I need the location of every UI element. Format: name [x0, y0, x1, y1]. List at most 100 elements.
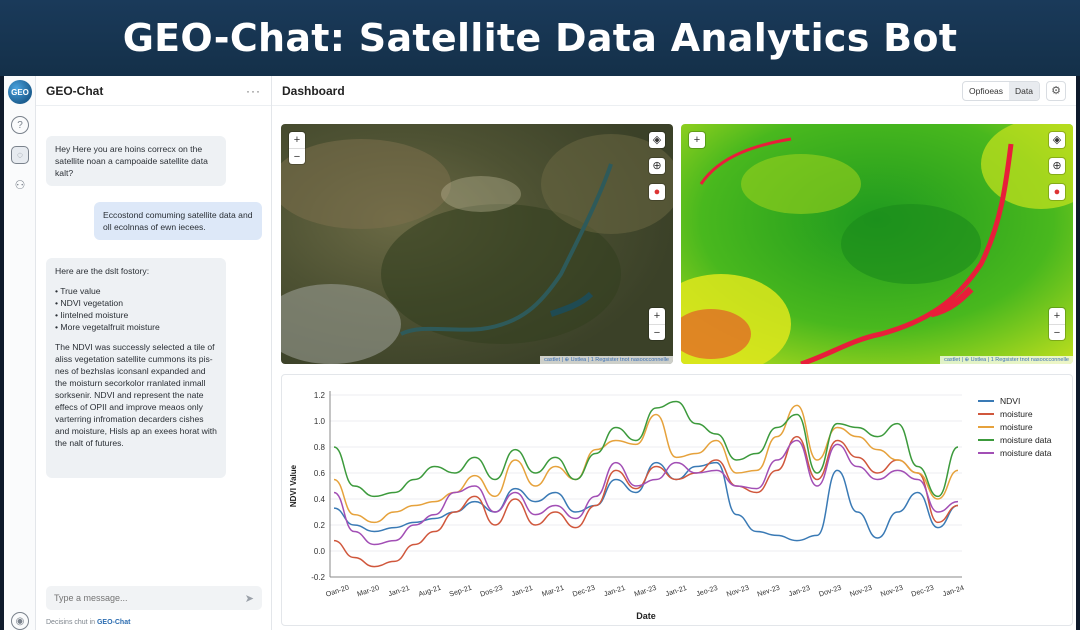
data-tab[interactable]: Data	[1009, 81, 1039, 100]
view-toggle: Opfioeas Data ⚙	[962, 80, 1066, 101]
x-tick-label: Nev-23	[756, 583, 781, 599]
footer-brand[interactable]: GEO-Chat	[96, 619, 131, 626]
x-tick-label: Dov-23	[818, 583, 843, 599]
app-window: GEO ? ◌ ⚇ ◉ GEO-Chat ··· Hey Here you ar…	[4, 76, 1076, 630]
series-line	[333, 435, 959, 568]
options-tab[interactable]: Opfioeas	[969, 85, 1004, 96]
map-attribution: castlet | ⊕ Ustlea | 1 Regsister tnot na…	[540, 356, 673, 364]
x-axis-label: Date	[636, 611, 656, 621]
x-tick-label: Mar-20	[356, 583, 380, 599]
footer-prefix: Decisins chut in	[46, 619, 96, 626]
more-options-icon[interactable]: ···	[246, 83, 261, 98]
message-input[interactable]	[54, 593, 245, 603]
chat-panel: GEO-Chat ··· Hey Here you are hoins corr…	[36, 76, 272, 630]
help-icon[interactable]: ?	[11, 116, 29, 134]
ndvi-image	[681, 124, 1073, 364]
legend-label: moisture	[1000, 409, 1033, 419]
geo-logo[interactable]: GEO	[8, 80, 32, 104]
banner-title: GEO-Chat: Satellite Data Analytics Bot	[122, 16, 958, 60]
x-tick-label: Aug-21	[417, 583, 442, 599]
dashboard-title: Dashboard	[282, 83, 345, 98]
zoom-controls-lower: + −	[649, 308, 665, 340]
y-tick-label: 1.0	[314, 417, 326, 426]
x-tick-label: Sep-21	[448, 583, 473, 599]
pin-icon[interactable]: ●	[649, 184, 665, 200]
zoom-in-button[interactable]: +	[1053, 310, 1061, 322]
zoom-out-button[interactable]: −	[1049, 324, 1065, 340]
x-tick-label: Jan-21	[387, 583, 411, 598]
chat-title: GEO-Chat	[46, 83, 104, 98]
globe-icon[interactable]: ⊕	[1049, 158, 1065, 174]
settings-gear-icon[interactable]: ⚙	[1046, 80, 1066, 101]
ndvi-chart: 1.2 1.0 0.8 0.6 0.4 0.2 0.0 -0.2 Oan-20 Mar-20 Jan…	[281, 374, 1073, 626]
pin-icon[interactable]: ●	[1049, 184, 1065, 200]
dataset-list: True value NDVI vegetation Iintelned moi…	[55, 285, 217, 333]
y-tick-label: 0.6	[314, 469, 326, 478]
x-tick-label: Mar-23	[633, 583, 657, 599]
y-tick-label: 0.0	[314, 547, 326, 556]
legend-label: NDVI	[1000, 396, 1020, 406]
chat-header: GEO-Chat ···	[36, 76, 271, 106]
layers-icon[interactable]: ◈	[649, 132, 665, 148]
series-line	[333, 439, 959, 546]
y-axis-label: NDVI Value	[289, 464, 298, 507]
chat-footer: Decisins chut in GEO-Chat	[46, 619, 130, 626]
account-icon[interactable]: ◉	[11, 612, 29, 630]
y-tick-label: 0.8	[314, 443, 326, 452]
series-line	[333, 461, 959, 542]
x-tick-label: Jan-24	[941, 583, 965, 598]
zoom-out-button[interactable]: −	[649, 324, 665, 340]
list-item: True value	[55, 285, 217, 297]
zoom-controls-lower: + −	[1049, 308, 1065, 340]
ndvi-map[interactable]: + ◈ ⊕ ● + − castlet | ⊕ Ustlea | 1 Regsi…	[681, 124, 1073, 364]
globe-icon[interactable]: ⊕	[649, 158, 665, 174]
presentation-banner: GEO-Chat: Satellite Data Analytics Bot	[0, 0, 1080, 76]
bot-message-intro: Here are the dslt fostory:	[55, 266, 150, 276]
legend-label: moisture data	[1000, 448, 1052, 458]
x-tick-label: Jan-21	[664, 583, 688, 598]
zoom-in-button[interactable]: +	[653, 310, 661, 322]
user-message: Eccostond comuming satellite data and ol…	[94, 202, 262, 240]
y-tick-label: 1.2	[314, 391, 326, 400]
message-input-box[interactable]: ➤	[46, 586, 262, 610]
send-icon[interactable]: ➤	[244, 592, 254, 605]
dashboard-header: Dashboard Opfioeas Data ⚙	[272, 76, 1076, 106]
y-tick-label: 0.2	[314, 521, 326, 530]
zoom-in-button[interactable]: +	[293, 134, 301, 146]
bot-message: Hey Here you are hoins correcx on the sa…	[46, 136, 226, 186]
bot-message-body: The NDVI was successly selected a tile o…	[55, 342, 217, 448]
dashboard-panel: Dashboard Opfioeas Data ⚙	[272, 76, 1076, 630]
x-tick-label: Nov-23	[879, 583, 904, 599]
zoom-out-button[interactable]: −	[289, 148, 305, 164]
x-tick-label: Nov-23	[725, 583, 750, 599]
x-tick-label: Nov-23	[848, 583, 873, 599]
legend-label: moisture data	[1000, 435, 1052, 445]
y-tick-label: 0.4	[314, 495, 326, 504]
x-tick-label: Jan-21	[510, 583, 534, 598]
x-tick-label: Oan-20	[324, 583, 350, 599]
x-tick-label: Mar-21	[541, 583, 565, 599]
bot-message: Here are the dslt fostory: True value ND…	[46, 258, 226, 478]
x-tick-label: Dec-23	[910, 583, 935, 599]
chat-icon[interactable]: ◌	[11, 146, 29, 164]
x-tick-label: Dec-23	[571, 583, 596, 599]
x-tick-label: Jan-21	[603, 583, 627, 598]
segmented-control: Opfioeas Data	[962, 80, 1040, 101]
satellite-image	[281, 124, 673, 364]
zoom-in-button[interactable]: +	[689, 132, 705, 148]
users-icon[interactable]: ⚇	[14, 178, 26, 192]
icon-rail: GEO ? ◌ ⚇ ◉	[4, 76, 36, 630]
layers-icon[interactable]: ◈	[1049, 132, 1065, 148]
x-tick-label: Jeo-23	[695, 583, 719, 598]
legend-label: moisture	[1000, 422, 1033, 432]
list-item: Iintelned moisture	[55, 309, 217, 321]
true-color-map[interactable]: + − ◈ ⊕ ● + − castlet | ⊕ Ustlea | 1 Reg…	[281, 124, 673, 364]
list-item: NDVI vegetation	[55, 297, 217, 309]
y-tick-label: -0.2	[311, 573, 325, 582]
series-line	[333, 404, 959, 524]
map-attribution: castlet | ⊕ Ustlea | 1 Regsister tnot na…	[940, 356, 1073, 364]
series-line	[333, 400, 959, 498]
zoom-controls: + −	[289, 132, 305, 164]
x-tick-label: Dos-23	[479, 583, 504, 599]
